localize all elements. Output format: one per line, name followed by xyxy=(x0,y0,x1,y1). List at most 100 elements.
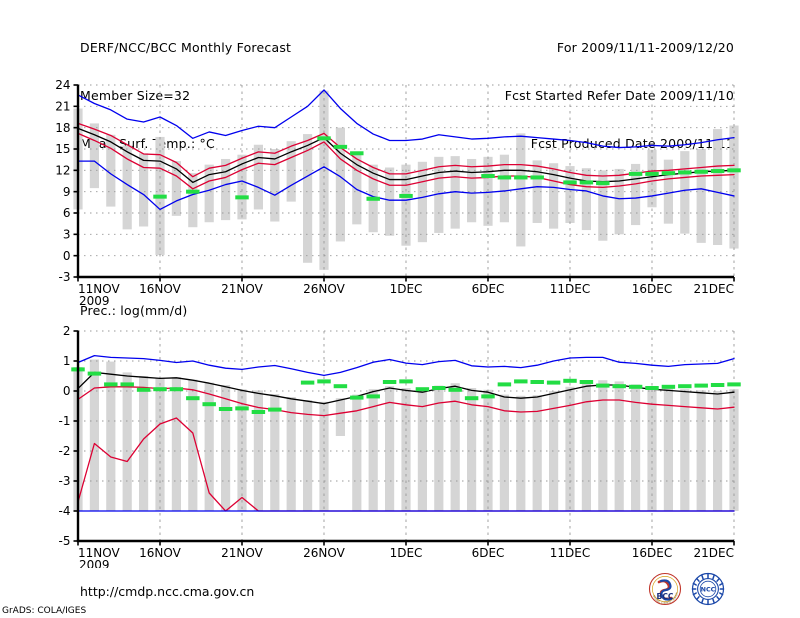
climatology-dash xyxy=(727,382,741,387)
spread-bar xyxy=(89,359,99,511)
climatology-dash xyxy=(202,402,216,407)
spread-bar xyxy=(335,398,345,436)
spread-bar xyxy=(598,380,608,511)
y-axis-ticks: -5 -4 -3 -2 -1 0 1 2 xyxy=(59,324,78,548)
forecast-refer-date: Fcst Started Refer Date 2009/11/10 xyxy=(504,88,734,103)
y-tick-label: 18 xyxy=(55,121,70,135)
spread-bar xyxy=(598,170,608,241)
spread-bar xyxy=(614,168,624,235)
spread-bar xyxy=(335,127,345,242)
y-tick-label: 9 xyxy=(63,185,71,199)
spread-bar xyxy=(122,372,132,511)
spread-bar xyxy=(204,382,214,511)
climatology-dash xyxy=(481,174,495,179)
climatology-dash xyxy=(432,386,446,390)
spread-bar xyxy=(352,151,362,225)
spread-bar xyxy=(303,134,313,263)
climatology-dash xyxy=(366,394,380,399)
spread-bar xyxy=(237,154,247,220)
spread-bar xyxy=(696,149,706,243)
climatology-marks xyxy=(153,136,741,201)
spread-bar xyxy=(368,389,378,511)
y-tick-label: -5 xyxy=(59,534,71,548)
x-tick-label: 1DEC xyxy=(390,546,423,560)
climatology-dash xyxy=(661,384,676,389)
spread-bar xyxy=(713,391,723,511)
x-tick-label: 16DEC xyxy=(632,546,672,560)
climatology-dash xyxy=(350,395,364,400)
x-tick-label: 11NOV xyxy=(78,282,120,296)
climatology-dash xyxy=(678,170,692,175)
climatology-dash xyxy=(186,396,200,401)
climatology-dash xyxy=(661,171,676,176)
y-tick-label: 2 xyxy=(63,324,71,338)
grads-credit: GrADS: COLA/IGES xyxy=(2,606,87,616)
x-axis-year-label: 2009 xyxy=(79,294,110,305)
spread-bar xyxy=(499,394,509,511)
spread-bar xyxy=(385,386,395,511)
x-tick-label: 21NOV xyxy=(221,282,263,296)
x-axis-ticks: 11NOV 16NOV 21NOV 26NOV 1DEC 6DEC 11DEC 16DEC 21… xyxy=(77,541,735,568)
climatology-dash xyxy=(235,406,249,411)
spread-bar xyxy=(221,158,231,221)
spread-bar xyxy=(581,382,591,511)
climatology-dash xyxy=(563,180,577,185)
climatology-dash xyxy=(563,378,577,383)
prec-panel-title: Prec.: log(mm/d) xyxy=(80,303,188,318)
x-tick-label: 21DEC xyxy=(694,282,734,296)
series-line-max xyxy=(77,89,735,149)
climatology-dash xyxy=(448,387,462,392)
ncc-logo: NCC xyxy=(688,572,728,608)
spread-bar xyxy=(171,377,181,511)
climatology-dash xyxy=(87,371,102,376)
y-tick-label: -2 xyxy=(59,444,71,458)
spread-bar xyxy=(270,394,280,511)
spread-bar xyxy=(647,149,657,208)
climatology-dash xyxy=(596,181,610,186)
x-tick-label: 11DEC xyxy=(550,282,590,296)
x-tick-label: 6DEC xyxy=(472,546,505,560)
bcc-logo: BCC BEIJING CLIMATE CENTER xyxy=(645,572,685,608)
x-tick-label: 6DEC xyxy=(472,282,505,296)
spread-bar xyxy=(253,144,263,210)
spread-bar xyxy=(401,164,411,246)
spread-bar xyxy=(499,154,509,223)
x-tick-label: 26NOV xyxy=(303,282,345,296)
y-tick-label: 3 xyxy=(63,228,71,242)
x-tick-label: 21NOV xyxy=(221,546,263,560)
x-tick-label: 26NOV xyxy=(303,546,345,560)
spread-bar xyxy=(188,379,198,511)
climatology-dash xyxy=(596,383,610,388)
climatology-dash xyxy=(333,384,348,389)
spread-bar xyxy=(663,388,673,511)
spread-bar xyxy=(303,400,313,511)
climatology-dash xyxy=(579,180,594,185)
y-tick-label: -1 xyxy=(59,414,71,428)
x-tick-label: 16NOV xyxy=(139,546,181,560)
spread-bar xyxy=(450,383,460,511)
x-axis-ticks: 11NOV 16NOV 21NOV 26NOV 1DEC 6DEC 11DEC 16DEC 21… xyxy=(77,277,735,305)
spread-bar xyxy=(286,141,296,202)
climatology-dash xyxy=(235,195,249,200)
website-url[interactable]: http://cmdp.ncc.cma.gov.cn xyxy=(80,584,255,599)
climatology-dash xyxy=(464,396,479,401)
spread-bar xyxy=(729,125,739,249)
climatology-dash xyxy=(612,384,626,389)
series-line-q25 xyxy=(77,386,735,417)
y-tick-label: -4 xyxy=(59,504,71,518)
spread-bar xyxy=(713,129,723,245)
y-tick-label: 15 xyxy=(55,142,70,156)
forecast-period: For 2009/11/11-2009/12/20 xyxy=(556,40,734,55)
spread-bar xyxy=(385,167,395,236)
spread-bar xyxy=(89,123,99,189)
bcc-logo-text: BCC xyxy=(657,592,674,601)
precipitation-chart-svg: -5 -4 -3 -2 -1 0 1 2 11NOV 16NOV 21NOV 26NOV 1DEC 6DE… xyxy=(59,324,741,568)
spread-bar xyxy=(532,395,542,511)
climatology-dash xyxy=(120,382,134,387)
series-line-min xyxy=(77,160,735,211)
spread-bar xyxy=(516,133,526,247)
climatology-dash xyxy=(546,380,561,385)
spread-bar xyxy=(680,389,690,511)
climatology-dash xyxy=(530,380,544,384)
spread-bar xyxy=(549,163,559,229)
